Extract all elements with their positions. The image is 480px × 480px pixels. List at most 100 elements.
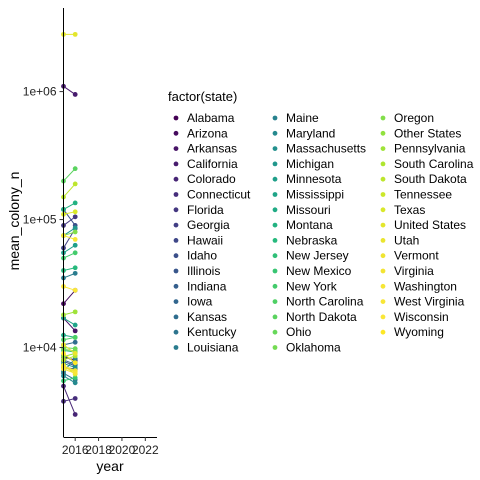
legend-item-south-carolina: South Carolina [380,157,474,171]
legend-label: Massachusetts [286,142,366,156]
legend-key [173,283,179,289]
series-line [63,317,76,332]
data-point [72,229,78,235]
series-california [61,83,78,97]
legend-key [173,176,179,182]
x-tick-label: 2018 [85,443,112,457]
x-tick-label: 2022 [132,443,159,457]
legend-item-california: California [173,157,238,171]
data-point [72,339,78,345]
legend-label: Hawaii [187,233,223,247]
legend-key [173,329,179,335]
legend-label: Washington [394,279,457,293]
legend-key [173,253,179,259]
legend-item-idaho: Idaho [173,249,217,263]
legend-key [272,268,278,274]
legend-item-hawaii: Hawaii [173,233,223,247]
data-point [72,236,78,242]
data-point [72,270,78,276]
data-point [72,166,78,172]
legend-label: Colorado [187,172,236,186]
legend-label: Virginia [394,264,434,278]
legend-label: Wyoming [394,325,444,339]
legend-item-iowa: Iowa [173,295,213,309]
data-point [72,370,78,376]
legend-key [272,146,278,152]
legend-item-new-mexico: New Mexico [272,264,352,278]
legend-label: Pennsylvania [394,142,466,156]
legend-key [272,345,278,350]
y-tick-label: 1e+04 [23,341,57,355]
legend-key [380,299,386,304]
legend-label: Other States [394,126,461,140]
legend-label: Oklahoma [286,341,341,355]
legend-label: Idaho [187,249,217,263]
legend-key [380,222,386,228]
legend-label: Tennessee [394,188,452,202]
legend-key [173,192,179,197]
legend-label: Michigan [286,157,334,171]
y-tick-label: 1e+06 [23,85,57,99]
legend-label: Nebraska [286,233,338,247]
legend-label: North Dakota [286,310,357,324]
data-point [72,309,78,315]
data-point [72,265,78,271]
legend-label: United States [394,218,466,232]
series-line [63,344,76,354]
legend-label: Texas [394,203,425,217]
legend-key [380,268,386,274]
data-point [72,214,78,220]
legend-key [380,161,386,167]
data-point [72,209,78,215]
series-south-dakota [61,181,78,200]
legend-item-north-dakota: North Dakota [272,310,357,324]
legend-label: New York [286,279,338,293]
legend-label: West Virginia [394,295,465,309]
y-tick-label: 1e+05 [23,213,57,227]
legend-label: Arkansas [187,142,237,156]
legend-item-louisiana: Louisiana [173,341,239,355]
legend-key [380,115,386,121]
data-point [72,181,78,187]
legend-label: New Jersey [286,249,349,263]
data-point [72,335,78,340]
series-minnesota [61,242,78,256]
legend-item-alabama: Alabama [173,111,235,125]
legend-key [173,207,179,213]
data-point [72,287,78,293]
legend-key [272,238,278,243]
legend-item-indiana: Indiana [173,279,227,293]
legend-item-virginia: Virginia [380,264,434,278]
legend-key [173,146,179,152]
legend-label: Maryland [286,126,335,140]
legend-item-tennessee: Tennessee [380,188,452,202]
legend-item-illinois: Illinois [173,264,220,278]
data-point [72,322,78,328]
legend-label: Vermont [394,249,439,263]
legend-key [380,238,386,243]
legend-label: Iowa [187,295,213,309]
series-line [63,353,76,364]
legend-item-north-carolina: North Carolina [272,295,364,309]
legend-label: Montana [286,218,333,232]
legend-key [272,192,278,197]
legend-item-other-states: Other States [380,126,461,140]
data-point [72,351,78,356]
series-wyoming [61,351,78,366]
legend-item-maine: Maine [272,111,319,125]
y-axis-ticks: 1e+04 1e+05 1e+06 [23,85,64,355]
legend-key [272,329,278,335]
legend-label: Ohio [286,325,312,339]
legend-label: California [187,157,238,171]
legend-key [173,161,179,167]
data-point [72,375,78,381]
legend-item-west-virginia: West Virginia [380,295,465,309]
legend-label: Mississippi [286,188,344,202]
data-point [72,92,78,97]
legend-item-georgia: Georgia [173,218,230,232]
legend-item-new-york: New York [272,279,338,293]
legend-item-colorado: Colorado [173,172,236,186]
